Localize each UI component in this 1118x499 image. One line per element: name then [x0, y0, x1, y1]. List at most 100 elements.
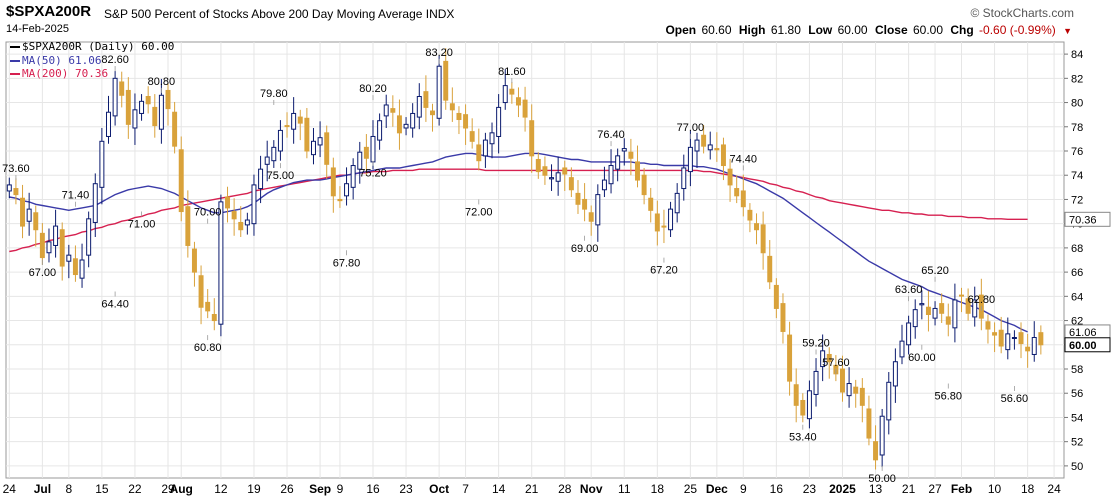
x-tick-label: Nov: [580, 482, 603, 496]
candle-body: [59, 229, 65, 267]
annotation-label: 71.00: [128, 219, 156, 231]
candle: [330, 157, 336, 213]
candle-body: [198, 275, 204, 308]
x-tick-label: Sep: [309, 482, 331, 496]
candle: [463, 104, 469, 145]
annotation-label: 83.20: [425, 47, 453, 59]
annotation-label: 82.60: [101, 54, 129, 66]
candle: [383, 94, 389, 128]
candle-body: [225, 196, 231, 209]
annotation-label: 75.20: [359, 168, 387, 180]
candle: [377, 113, 383, 150]
candle-body: [264, 156, 270, 165]
annotation-label: 53.40: [789, 432, 817, 444]
candle: [773, 278, 779, 319]
candle-body: [826, 353, 832, 363]
candle-body: [992, 332, 998, 336]
candle: [654, 200, 660, 246]
candle-body: [925, 306, 931, 316]
x-tick-label: 24: [1047, 482, 1061, 496]
candle: [357, 141, 363, 184]
candle: [211, 298, 217, 331]
candle: [258, 155, 264, 204]
y-tick-label: 74: [1071, 170, 1083, 182]
candle: [509, 81, 515, 104]
candle-body: [780, 303, 786, 332]
candle: [787, 321, 793, 396]
candle: [99, 127, 105, 205]
plot-frame: [5, 41, 1065, 479]
candle-body: [46, 241, 52, 254]
candle: [925, 290, 931, 332]
candle-body: [575, 192, 581, 205]
candle: [1011, 330, 1017, 350]
candle: [502, 69, 508, 110]
candle-body: [330, 167, 336, 197]
candle: [13, 178, 19, 205]
candle: [79, 243, 85, 288]
y-tick-label: 68: [1071, 243, 1083, 255]
candle: [992, 322, 998, 353]
candle-body: [588, 212, 594, 222]
candle: [595, 184, 601, 242]
candle: [800, 393, 806, 423]
annotation-label: 56.80: [935, 391, 963, 403]
candle-body: [436, 65, 442, 119]
candle: [231, 198, 237, 236]
candle: [106, 95, 111, 144]
candle: [635, 145, 640, 188]
candle: [436, 55, 442, 126]
candle: [608, 149, 614, 194]
candle-body: [714, 148, 720, 151]
legend-ma200-text: MA(200) 70.36: [22, 67, 109, 80]
candle-body: [324, 132, 330, 165]
x-tick-label: 18: [1021, 482, 1035, 496]
candle: [793, 368, 799, 423]
candle: [767, 240, 773, 290]
candle-body: [191, 248, 197, 273]
candle-body: [106, 111, 111, 137]
candle: [740, 174, 746, 217]
x-tick-label: 27: [928, 482, 942, 496]
symbol-title: $SPXA200R: [6, 3, 92, 20]
x-tick-label: Aug: [170, 482, 193, 496]
candle: [145, 86, 151, 114]
candle: [813, 358, 819, 407]
candle: [363, 134, 369, 176]
annotation-label: 56.60: [1001, 393, 1029, 405]
y-tick-label: 84: [1071, 49, 1083, 61]
x-tick-label: Oct: [429, 482, 449, 496]
candle-body: [615, 155, 621, 170]
candle-body: [820, 350, 826, 368]
candle: [720, 137, 726, 181]
candle-body: [423, 91, 429, 108]
candle-body: [595, 194, 601, 226]
candle: [39, 223, 45, 265]
candle-body: [403, 123, 409, 129]
annotation-label: 50.00: [868, 473, 896, 485]
annotation-label: 60.80: [194, 342, 222, 354]
candle: [277, 120, 283, 161]
candle: [172, 101, 178, 154]
x-tick-label: 28: [558, 482, 572, 496]
annotation-label: 71.40: [62, 190, 90, 202]
candle: [244, 212, 250, 235]
candle: [820, 334, 826, 382]
x-tick-label: 16: [366, 482, 380, 496]
down-arrow-icon: ▼: [1063, 26, 1072, 36]
candle: [582, 183, 588, 222]
candle: [271, 140, 277, 168]
stockcharts-brand[interactable]: © StockCharts.com: [970, 6, 1074, 20]
x-tick-label: 15: [95, 482, 109, 496]
annotation-label: 70.00: [194, 207, 222, 219]
candle: [919, 290, 925, 320]
candle: [886, 372, 892, 435]
candle-body: [879, 415, 885, 456]
x-tick-label: 21: [902, 482, 916, 496]
candle-body: [152, 106, 158, 127]
candle-body: [919, 303, 925, 306]
candle-body: [621, 148, 627, 152]
candle-body: [892, 361, 898, 387]
candle: [46, 228, 52, 263]
